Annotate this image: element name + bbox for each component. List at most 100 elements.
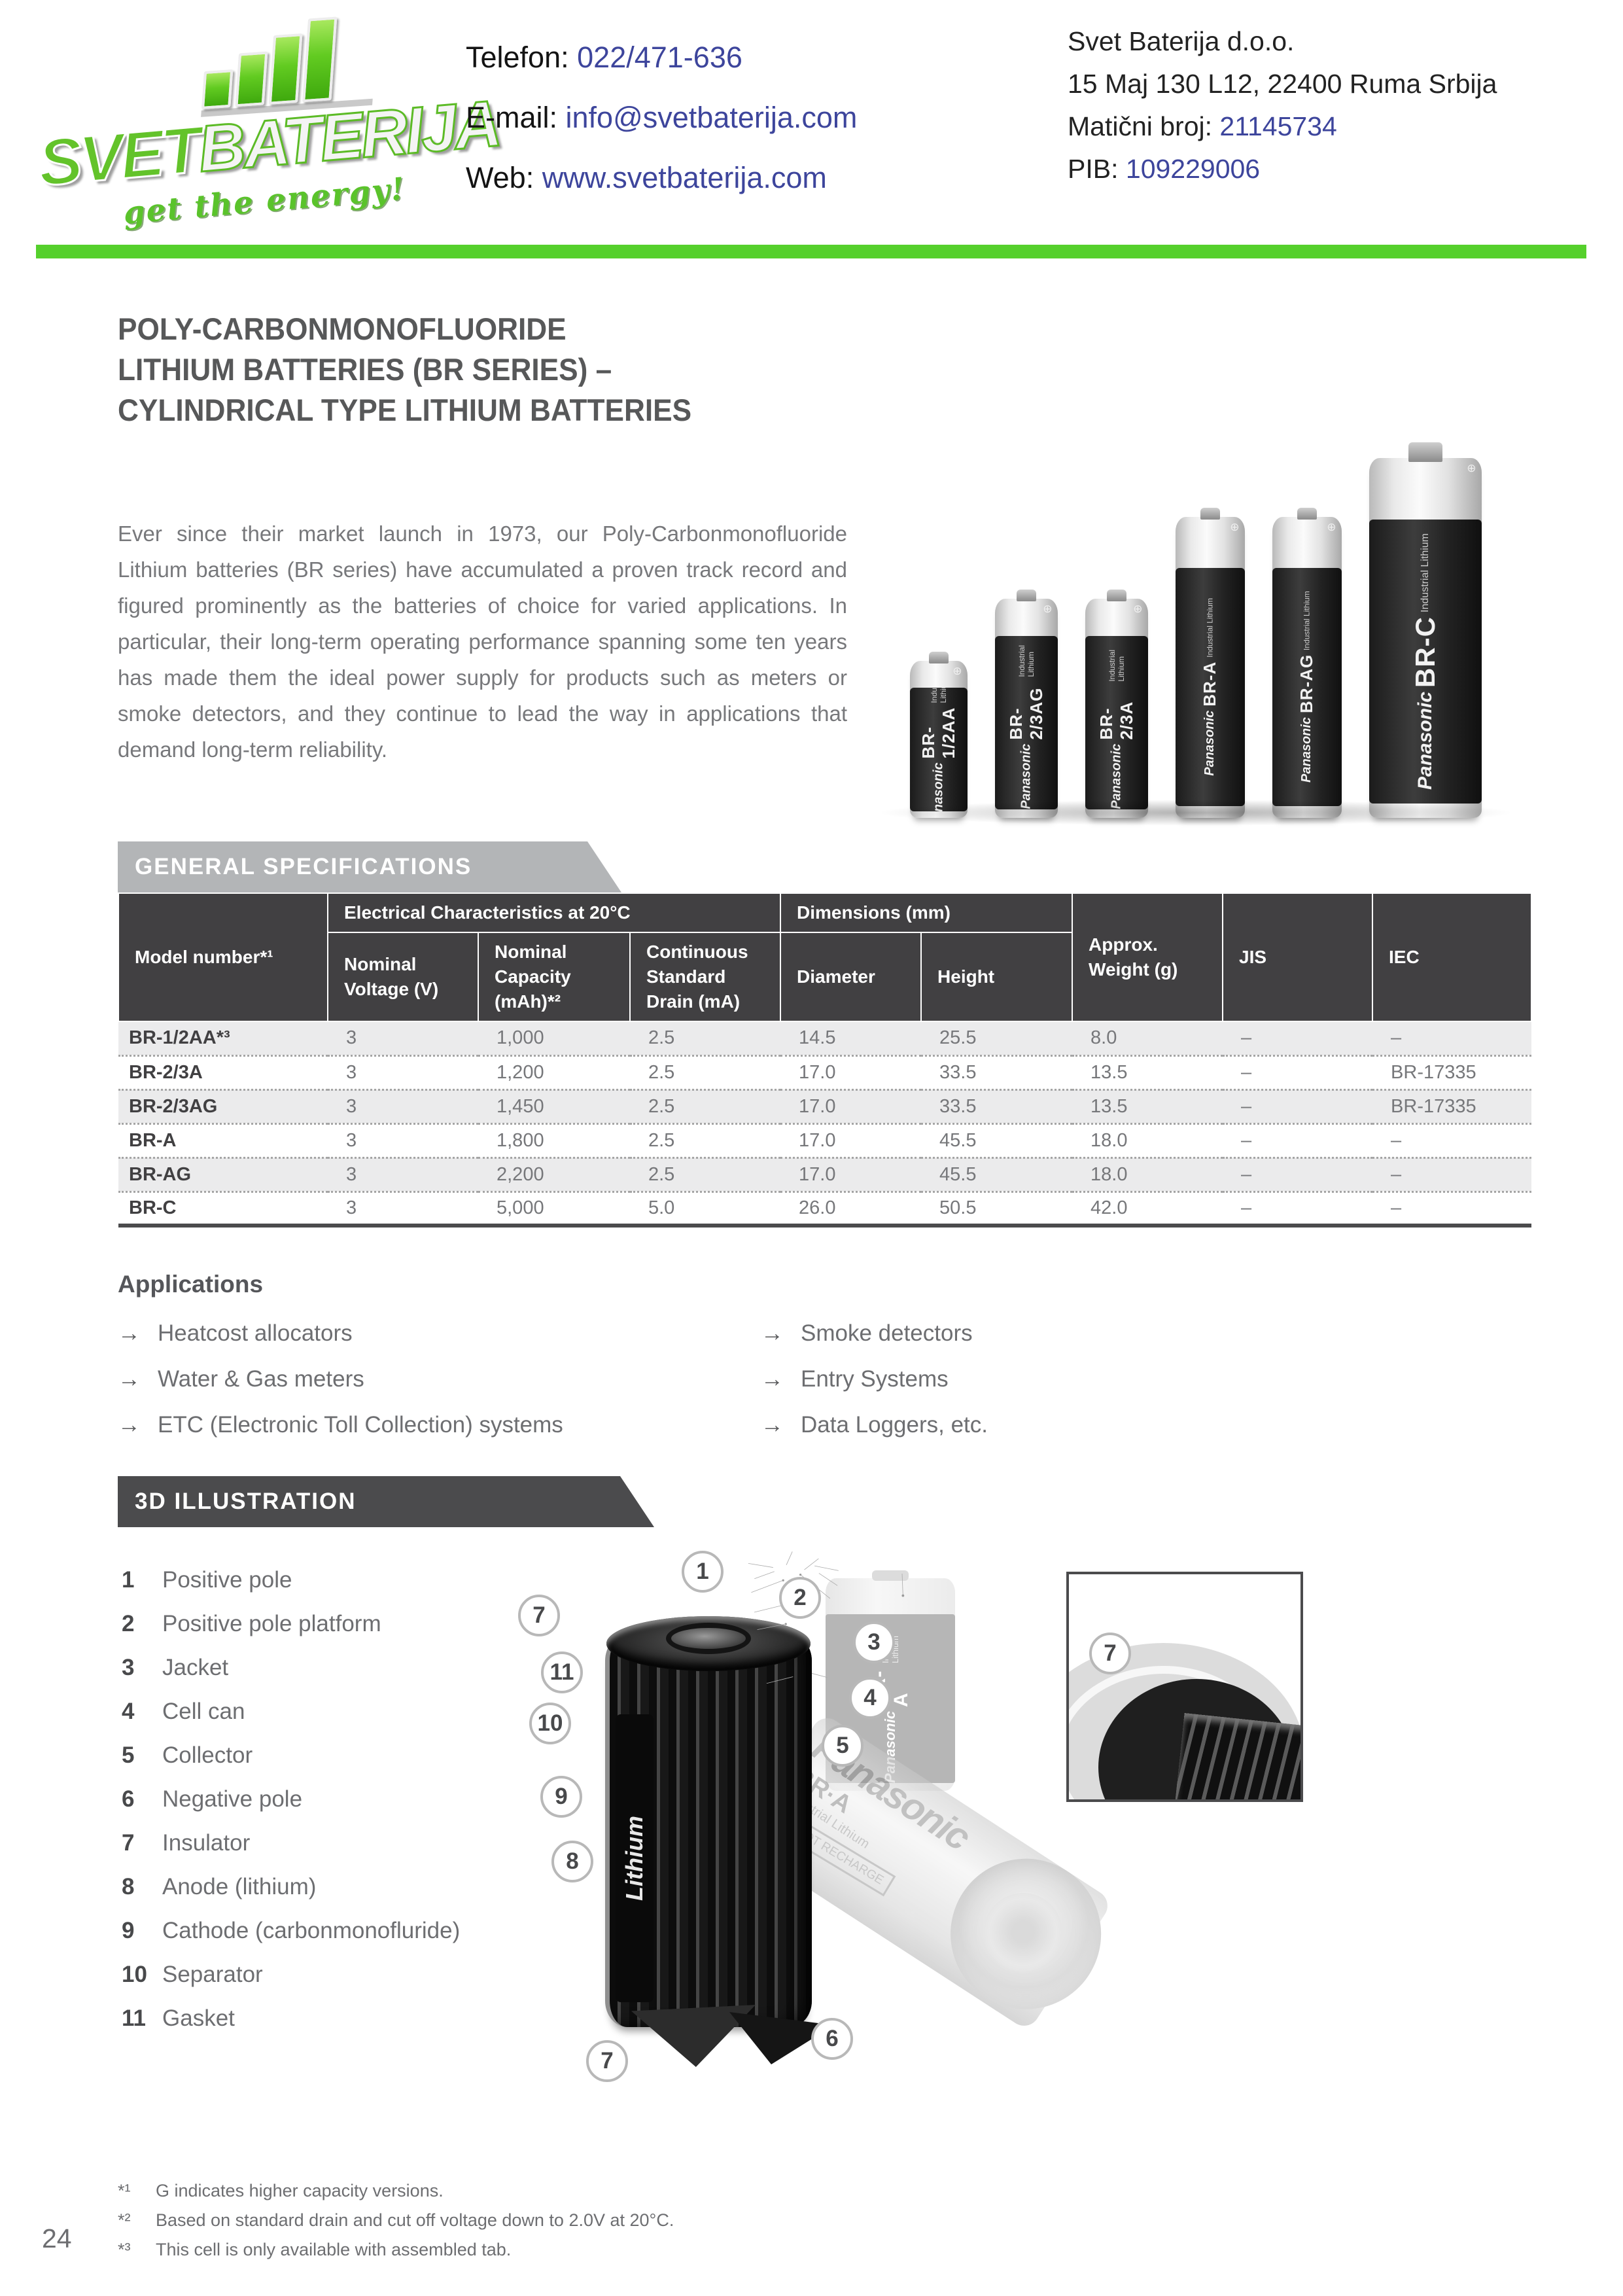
general-specifications-banner: GENERAL SPECIFICATIONS — [118, 841, 621, 892]
callout-number: 3 — [867, 1629, 881, 1655]
table-row: BR-AG 3 2,200 2.5 17.0 45.5 18.0 – – — [118, 1156, 1532, 1192]
battery-model: BR-2/3AG — [1005, 687, 1046, 740]
cutaway-top-cap — [606, 1616, 811, 1671]
footnote-marker: *² — [118, 2210, 131, 2230]
cell-voltage: 3 — [328, 1054, 478, 1089]
cutaway-battery-illustration: Lithium — [605, 1616, 834, 2067]
battery-positive-nub — [928, 652, 949, 663]
cell-height: 33.5 — [921, 1088, 1073, 1123]
plus-terminal-icon: ⊕ — [1467, 462, 1476, 474]
battery-brand: Panasonic — [1109, 743, 1123, 809]
battery-br-1-2aa: Panasonic BR-1/2AA Industrial Lithium ⊕ — [909, 652, 968, 818]
battery-positive-nub — [1106, 590, 1126, 601]
cell-model: BR-AG — [118, 1156, 328, 1192]
part-number: 10 — [122, 1962, 147, 1987]
callout-number: 2 — [794, 1585, 807, 1610]
part-label: Gasket — [162, 2005, 235, 2031]
callout-6: 6 — [811, 2018, 853, 2060]
battery-positive-nub — [1297, 508, 1317, 520]
battery-sublabel: Industrial Lithium — [1107, 649, 1126, 682]
battery-brand: Panasonic — [931, 762, 945, 812]
cell-capacity: 1,200 — [478, 1054, 630, 1089]
table-row: BR-C 3 5,000 5.0 26.0 50.5 42.0 – – — [118, 1190, 1532, 1227]
company-address: 15 Maj 130 L12, 22400 Ruma Srbija — [1068, 69, 1497, 99]
cutaway-jacket-label: Lithium — [621, 1816, 648, 1901]
application-item: → Heatcost allocators — [118, 1320, 353, 1347]
cell-diameter: 17.0 — [780, 1122, 922, 1157]
application-item: → ETC (Electronic Toll Collection) system… — [118, 1412, 563, 1438]
spec-table: Model number*¹ Electrical Characteristic… — [118, 892, 1533, 1227]
cell-model: BR-2/3A — [118, 1054, 328, 1089]
battery-model: BR-1/2AA — [918, 707, 958, 759]
battery-brand: Panasonic — [1202, 710, 1217, 776]
cell-voltage: 3 — [328, 1190, 478, 1227]
phone-line: Telefon: 022/471-636 — [466, 41, 857, 75]
web-link[interactable]: www.svetbaterija.com — [542, 161, 827, 194]
callout-2: 2 — [779, 1577, 821, 1619]
email-link[interactable]: info@svetbaterija.com — [565, 101, 858, 134]
phone-label: Telefon: — [466, 41, 569, 74]
callout-11: 11 — [541, 1651, 583, 1693]
battery-positive-nub — [1408, 442, 1442, 462]
cell-drain: 2.5 — [630, 1088, 781, 1123]
callout-number: 10 — [537, 1710, 563, 1736]
part-list-item: 2 Positive pole platform — [122, 1611, 381, 1637]
cell-jis: – — [1223, 1122, 1373, 1157]
battery-label-band: Panasonic BR-C Industrial Lithium — [1369, 519, 1482, 804]
battery-positive-nub — [872, 1570, 909, 1581]
arrow-bullet-icon: → — [761, 1320, 784, 1346]
cell-height: 50.5 — [921, 1190, 1073, 1227]
col-header-capacity: Nominal Capacity (mAh)*² — [478, 932, 631, 1022]
battery-brand: Panasonic — [1414, 691, 1436, 790]
battery-label-band: Panasonic BR-AG Industrial Lithium — [1272, 568, 1342, 806]
cell-voltage: 3 — [328, 1088, 478, 1123]
battery-model: BR-2/3A — [1096, 701, 1136, 740]
inset-detail-box — [1066, 1572, 1303, 1802]
cell-iec: – — [1372, 1021, 1532, 1055]
battery-label-band: Panasonic BR-A Industrial Lithium — [1175, 568, 1245, 806]
cell-drain: 5.0 — [630, 1190, 781, 1227]
footnote-marker: *¹ — [118, 2181, 131, 2200]
banner-label: 3D ILLUSTRATION — [135, 1489, 357, 1514]
table-row: BR-1/2AA*³ 3 1,000 2.5 14.5 25.5 8.0 – – — [118, 1021, 1532, 1055]
arrow-bullet-icon: → — [118, 1412, 141, 1438]
reg-label: Matični broj: — [1068, 111, 1213, 141]
part-number: 5 — [122, 1742, 135, 1768]
company-info-block: Svet Baterija d.o.o. 15 Maj 130 L12, 224… — [1068, 26, 1497, 196]
cell-diameter: 17.0 — [780, 1156, 922, 1192]
cell-drain: 2.5 — [630, 1054, 781, 1089]
phone-number[interactable]: 022/471-636 — [577, 41, 742, 74]
arrow-bullet-icon: → — [761, 1412, 784, 1438]
cell-diameter: 26.0 — [780, 1190, 922, 1227]
callout-9: 9 — [540, 1776, 582, 1818]
part-number: 1 — [122, 1567, 135, 1593]
company-logo: SVETBATERIJA get the energy! — [35, 8, 503, 232]
battery-model: BR-AG — [1297, 654, 1316, 714]
battery-sublabel: Industrial Lithium — [1302, 591, 1312, 651]
battery-sublabel: Industrial Lithium — [1419, 533, 1431, 612]
battery-positive-nub — [1200, 508, 1220, 520]
callout-number: 7 — [1104, 1640, 1117, 1666]
battery-br-2-3a: Panasonic BR-2/3A Industrial Lithium ⊕ — [1085, 590, 1148, 818]
part-label: Positive pole platform — [162, 1611, 381, 1636]
part-label: Collector — [162, 1742, 253, 1768]
col-header-voltage: Nominal Voltage (V) — [327, 932, 479, 1022]
company-name: Svet Baterija d.o.o. — [1068, 26, 1295, 56]
cell-voltage: 3 — [328, 1021, 478, 1055]
intro-paragraph: Ever since their market launch in 1973, … — [118, 521, 847, 762]
plus-terminal-icon: ⊕ — [1327, 521, 1336, 533]
cell-weight: 13.5 — [1072, 1054, 1223, 1089]
part-list-item: 11 Gasket — [122, 2005, 235, 2032]
part-list-item: 7 Insulator — [122, 1830, 250, 1856]
company-pib-line: PIB: 109229006 — [1068, 154, 1497, 185]
cell-capacity: 1,000 — [478, 1021, 630, 1055]
cell-voltage: 3 — [328, 1156, 478, 1192]
reg-number: 21145734 — [1219, 111, 1337, 141]
cell-jis: – — [1223, 1054, 1373, 1089]
battery-model: BR-C — [1409, 616, 1440, 688]
battery-label-band: Panasonic BR-1/2AA Industrial Lithium — [909, 687, 968, 812]
callout-number: 7 — [601, 2048, 614, 2074]
battery-br-ag: Panasonic BR-AG Industrial Lithium ⊕ — [1272, 508, 1342, 818]
company-reg-line: Matični broj: 21145734 — [1068, 111, 1497, 142]
